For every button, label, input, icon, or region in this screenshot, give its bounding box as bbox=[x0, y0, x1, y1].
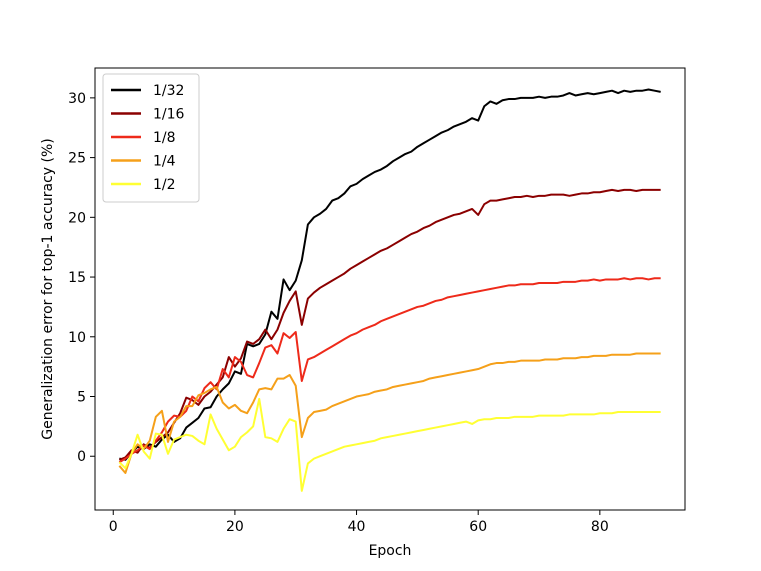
x-tick-label: 80 bbox=[591, 519, 609, 535]
x-axis-title: Epoch bbox=[369, 543, 412, 559]
y-tick-label: 25 bbox=[68, 151, 86, 167]
legend-label-1: 1/32 bbox=[153, 83, 184, 99]
series-line-4 bbox=[118, 352, 661, 474]
series-line-3 bbox=[118, 277, 661, 464]
y-tick-label: 10 bbox=[68, 330, 86, 346]
series-line-2 bbox=[118, 188, 661, 461]
x-tick-label: 0 bbox=[109, 519, 118, 535]
series-line-5 bbox=[118, 397, 661, 492]
series-line-1 bbox=[119, 88, 661, 461]
legend-label-5: 1/2 bbox=[153, 177, 176, 193]
y-tick-label: 30 bbox=[68, 91, 86, 107]
y-tick-label: 15 bbox=[68, 270, 86, 286]
y-tick-label: 5 bbox=[77, 390, 86, 406]
x-tick-label: 60 bbox=[469, 519, 487, 535]
legend-label-4: 1/4 bbox=[153, 154, 176, 170]
legend-label-2: 1/16 bbox=[153, 107, 185, 123]
plot-area bbox=[118, 88, 661, 492]
legend: 1/32 1/16 1/8 1/4 1/2 bbox=[102, 73, 200, 203]
y-axis-title: Generalization error for top-1 accuracy … bbox=[40, 138, 56, 440]
y-tick-label: 20 bbox=[68, 210, 86, 226]
x-tick-label: 40 bbox=[348, 519, 366, 535]
y-axis: 0 5 10 15 20 25 30 bbox=[68, 91, 95, 465]
x-axis: 0 20 40 60 80 bbox=[109, 510, 609, 535]
legend-label-3: 1/8 bbox=[153, 130, 176, 146]
y-tick-label: 0 bbox=[77, 449, 86, 465]
legend-box bbox=[102, 73, 200, 203]
axes-frame bbox=[94, 67, 686, 511]
x-tick-label: 20 bbox=[226, 519, 244, 535]
